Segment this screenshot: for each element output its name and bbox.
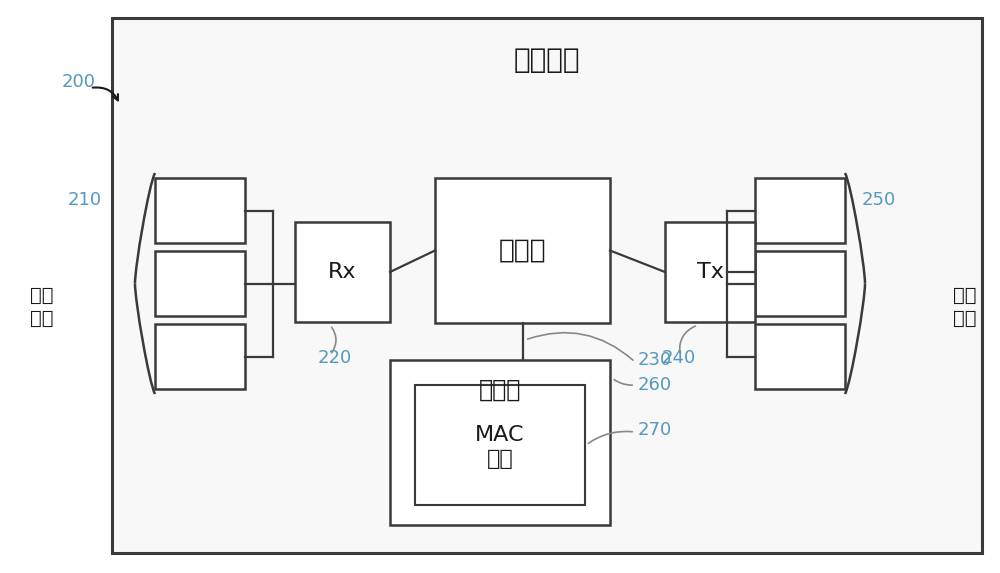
Text: 240: 240 <box>662 349 696 367</box>
Bar <box>755 324 845 389</box>
Text: 250: 250 <box>862 191 896 209</box>
Text: 200: 200 <box>62 73 96 91</box>
Bar <box>435 178 610 323</box>
Bar <box>755 251 845 316</box>
Bar <box>112 18 982 553</box>
Text: 端口: 端口 <box>953 308 977 328</box>
Text: MAC: MAC <box>475 425 525 445</box>
Bar <box>390 360 610 525</box>
Text: 入口: 入口 <box>30 285 54 304</box>
Bar <box>155 178 245 243</box>
Text: 220: 220 <box>318 349 352 367</box>
Text: 260: 260 <box>638 376 672 394</box>
Text: 存储器: 存储器 <box>479 378 521 402</box>
Text: 处理器: 处理器 <box>499 237 546 264</box>
Bar <box>155 251 245 316</box>
Bar <box>415 385 585 505</box>
Bar <box>295 222 390 322</box>
Text: 270: 270 <box>638 421 672 439</box>
Text: Tx: Tx <box>697 262 723 282</box>
Text: 出口: 出口 <box>953 285 977 304</box>
Text: 网络设备: 网络设备 <box>514 46 580 74</box>
Text: 端口: 端口 <box>30 308 54 328</box>
Bar <box>155 324 245 389</box>
Bar <box>665 222 755 322</box>
Text: Rx: Rx <box>328 262 357 282</box>
Text: 230: 230 <box>638 351 672 369</box>
Text: 模块: 模块 <box>487 449 513 469</box>
Bar <box>755 178 845 243</box>
Text: 210: 210 <box>68 191 102 209</box>
